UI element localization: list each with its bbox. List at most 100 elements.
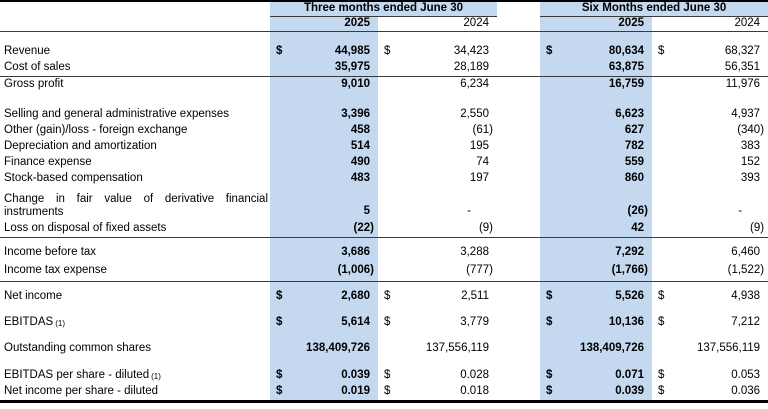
currency-symbol xyxy=(540,306,556,313)
column-gap xyxy=(497,16,540,32)
value-cell xyxy=(286,358,378,367)
value-cell: 559 xyxy=(556,155,652,171)
table-header: Three months ended June 30 Six Months en… xyxy=(0,1,768,32)
currency-symbol xyxy=(652,332,668,339)
currency-symbol: $ xyxy=(540,367,556,384)
currency-symbol: $ xyxy=(540,313,556,332)
value-cell xyxy=(394,93,497,107)
currency-symbol xyxy=(652,306,668,313)
value-cell: 34,423 xyxy=(453,45,489,58)
currency-symbol xyxy=(378,76,394,93)
value-cell: 0.018 xyxy=(460,385,489,398)
value-cell: 3,396 xyxy=(286,107,378,123)
row-label: Other (gain)/loss - foreign exchange xyxy=(4,124,188,137)
column-gap xyxy=(497,139,540,155)
currency-symbol xyxy=(652,123,668,139)
currency-symbol xyxy=(540,237,556,244)
value-cell: - xyxy=(467,204,471,217)
currency-symbol xyxy=(270,306,286,313)
currency-symbol xyxy=(378,237,394,244)
value-cell: (61) xyxy=(472,124,493,137)
value-cell: (1,006) xyxy=(286,261,378,282)
value-cell: (26) xyxy=(556,187,652,220)
header-corner xyxy=(0,16,270,32)
table-row: Stock-based compensation 483 197 860 393 xyxy=(0,171,768,187)
value-cell: 137,556,119 xyxy=(425,341,489,354)
value-cell: 137,556,119 xyxy=(696,341,761,354)
value-cell: 490 xyxy=(286,155,378,171)
currency-symbol: $ xyxy=(270,367,286,384)
row-label xyxy=(0,332,270,339)
footnote-marker: (1) xyxy=(55,318,65,328)
row-label xyxy=(0,237,270,244)
column-gap xyxy=(497,76,540,93)
value-cell: 80,634 xyxy=(556,44,652,60)
value-cell: (1,522) xyxy=(668,261,768,282)
currency-symbol: $ xyxy=(658,45,665,58)
row-label: Finance expense xyxy=(4,156,92,169)
currency-symbol xyxy=(270,220,286,238)
value-cell xyxy=(286,93,378,107)
currency-symbol xyxy=(378,107,394,123)
spacer-row xyxy=(0,332,768,339)
table-row: Net income per share - diluted $0.019 $0.0… xyxy=(0,384,768,401)
currency-symbol: $ xyxy=(658,368,665,381)
currency-symbol xyxy=(540,93,556,107)
value-cell: 16,759 xyxy=(556,76,652,93)
value-cell: 514 xyxy=(286,139,378,155)
value-cell: 10,136 xyxy=(556,313,652,332)
currency-symbol xyxy=(540,244,556,261)
value-cell: 44,985 xyxy=(286,44,378,60)
currency-symbol xyxy=(652,93,668,107)
currency-symbol xyxy=(652,76,668,93)
currency-symbol: $ xyxy=(270,313,286,332)
year-header-6m-2024: 2024 xyxy=(652,16,768,32)
currency-symbol xyxy=(652,220,668,238)
value-cell xyxy=(286,306,378,313)
currency-symbol xyxy=(378,261,394,282)
column-gap xyxy=(497,187,540,220)
currency-symbol xyxy=(540,60,556,77)
column-gap xyxy=(497,332,540,339)
currency-symbol xyxy=(652,31,668,44)
row-label xyxy=(0,31,270,44)
spacer-row xyxy=(0,281,768,287)
value-cell xyxy=(556,281,652,287)
row-label xyxy=(0,93,270,107)
column-gap xyxy=(497,244,540,261)
currency-symbol xyxy=(270,155,286,171)
value-cell xyxy=(668,358,768,367)
table-row: Revenue $44,985 $34,423 $80,634 $68,327 xyxy=(0,44,768,60)
value-cell xyxy=(556,306,652,313)
value-cell xyxy=(668,332,768,339)
currency-symbol xyxy=(540,171,556,187)
value-cell xyxy=(556,237,652,244)
column-gap xyxy=(497,123,540,139)
currency-symbol xyxy=(378,306,394,313)
column-gap xyxy=(497,31,540,44)
row-label: Selling and general administrative expen… xyxy=(4,108,230,121)
table-row: Loss on disposal of fixed assets (22) (9) 4… xyxy=(0,220,768,238)
currency-symbol xyxy=(652,237,668,244)
currency-symbol xyxy=(652,244,668,261)
value-cell xyxy=(668,237,768,244)
row-label: EBITDAS (1) xyxy=(4,315,65,328)
column-gap xyxy=(497,237,540,244)
spacer-row xyxy=(0,306,768,313)
value-cell: 4,937 xyxy=(731,108,761,121)
column-gap xyxy=(497,44,540,60)
currency-symbol: $ xyxy=(270,287,286,306)
currency-symbol xyxy=(270,358,286,367)
row-label: Income tax expense xyxy=(0,261,270,282)
table-row: EBITDAS (1) $5,614 $3,779 $10,136 $7,212 xyxy=(0,313,768,332)
row-label: Net income xyxy=(4,289,63,302)
column-gap xyxy=(497,358,540,367)
currency-symbol xyxy=(652,107,668,123)
currency-symbol xyxy=(540,220,556,238)
column-gap xyxy=(497,107,540,123)
currency-symbol xyxy=(652,171,668,187)
currency-symbol xyxy=(652,339,668,358)
column-gap xyxy=(497,339,540,358)
